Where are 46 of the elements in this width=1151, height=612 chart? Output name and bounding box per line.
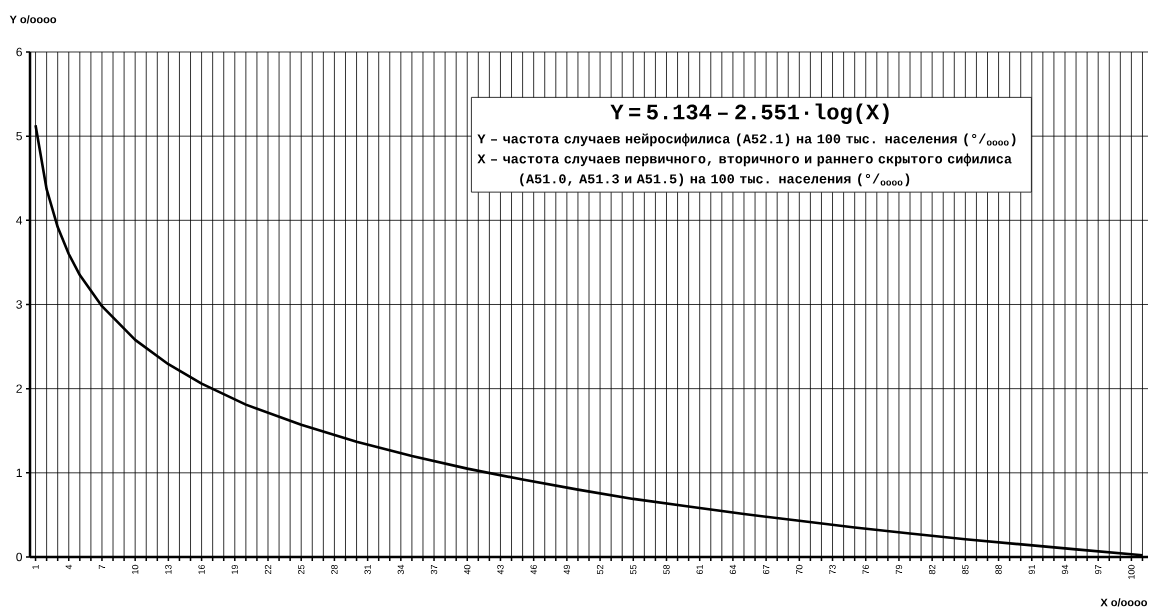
annotation: Y – частота случаев нейросифилиса (A52.1) на 100 тыс. населения (°/$_{oooo}$) <box>477 133 1016 147</box>
x-tick-label: 25 <box>298 564 305 575</box>
x-tick-label: 55 <box>630 564 637 575</box>
x-tick-label: 73 <box>829 564 836 575</box>
x-tick-label: 1 <box>32 564 39 569</box>
x-tick-label: 94 <box>1061 564 1069 575</box>
x-tick-label: 19 <box>231 564 238 574</box>
x-tick-label: 22 <box>264 564 272 575</box>
x-tick-label: 46 <box>530 564 537 575</box>
annotation: X – частота случаев первичного, вторичного и раннего скрытого сифилиса (A51.0, A51.3 и A51.5) на 100 тыс. населения (°/$_{oooo}$) <box>477 153 1012 187</box>
x-tick-label: 40 <box>464 564 471 575</box>
x-tick-label: 49 <box>563 564 571 575</box>
x-tick-label: 67 <box>762 564 770 575</box>
y-tick-label: 4 <box>16 216 23 225</box>
x-tick-label: 97 <box>1095 564 1102 575</box>
x-tick-label: 82 <box>928 564 936 575</box>
y-axis-title: Y o/oooo <box>9 15 57 24</box>
y-tick-label: 3 <box>16 300 22 309</box>
annotation: Y = 5.134 – 2.551·log(X) <box>610 103 889 124</box>
x-tick-label: 100 <box>1128 564 1135 579</box>
x-tick-label: 10 <box>131 564 139 574</box>
x-tick-label: 37 <box>430 564 438 575</box>
x-tick-label: 13 <box>165 564 172 574</box>
y-tick-label: 6 <box>16 47 22 57</box>
y-tick-label: 0 <box>16 552 23 562</box>
x-tick-label: 28 <box>331 564 338 575</box>
y-tick-label: 1 <box>16 468 22 477</box>
x-tick-label: 76 <box>862 564 869 575</box>
x-tick-label: 34 <box>397 564 405 575</box>
y-tick-label: 5 <box>16 131 22 141</box>
x-tick-label: 7 <box>98 564 106 570</box>
x-tick-label: 64 <box>729 564 737 575</box>
x-tick-label: 61 <box>696 564 703 575</box>
x-tick-label: 85 <box>962 564 969 575</box>
x-tick-label: 4 <box>65 564 72 570</box>
x-tick-label: 70 <box>796 564 803 575</box>
x-tick-label: 43 <box>497 564 504 575</box>
x-tick-label: 79 <box>895 564 903 575</box>
x-tick-label: 52 <box>596 564 604 575</box>
x-tick-label: 31 <box>364 564 371 575</box>
x-axis-title: X o/oooo <box>1100 598 1148 607</box>
y-tick-label: 2 <box>16 384 22 393</box>
x-tick-label: 88 <box>995 564 1002 575</box>
x-tick-label: 58 <box>663 564 670 575</box>
x-tick-label: 16 <box>198 564 205 574</box>
x-tick-label: 91 <box>1028 564 1035 575</box>
